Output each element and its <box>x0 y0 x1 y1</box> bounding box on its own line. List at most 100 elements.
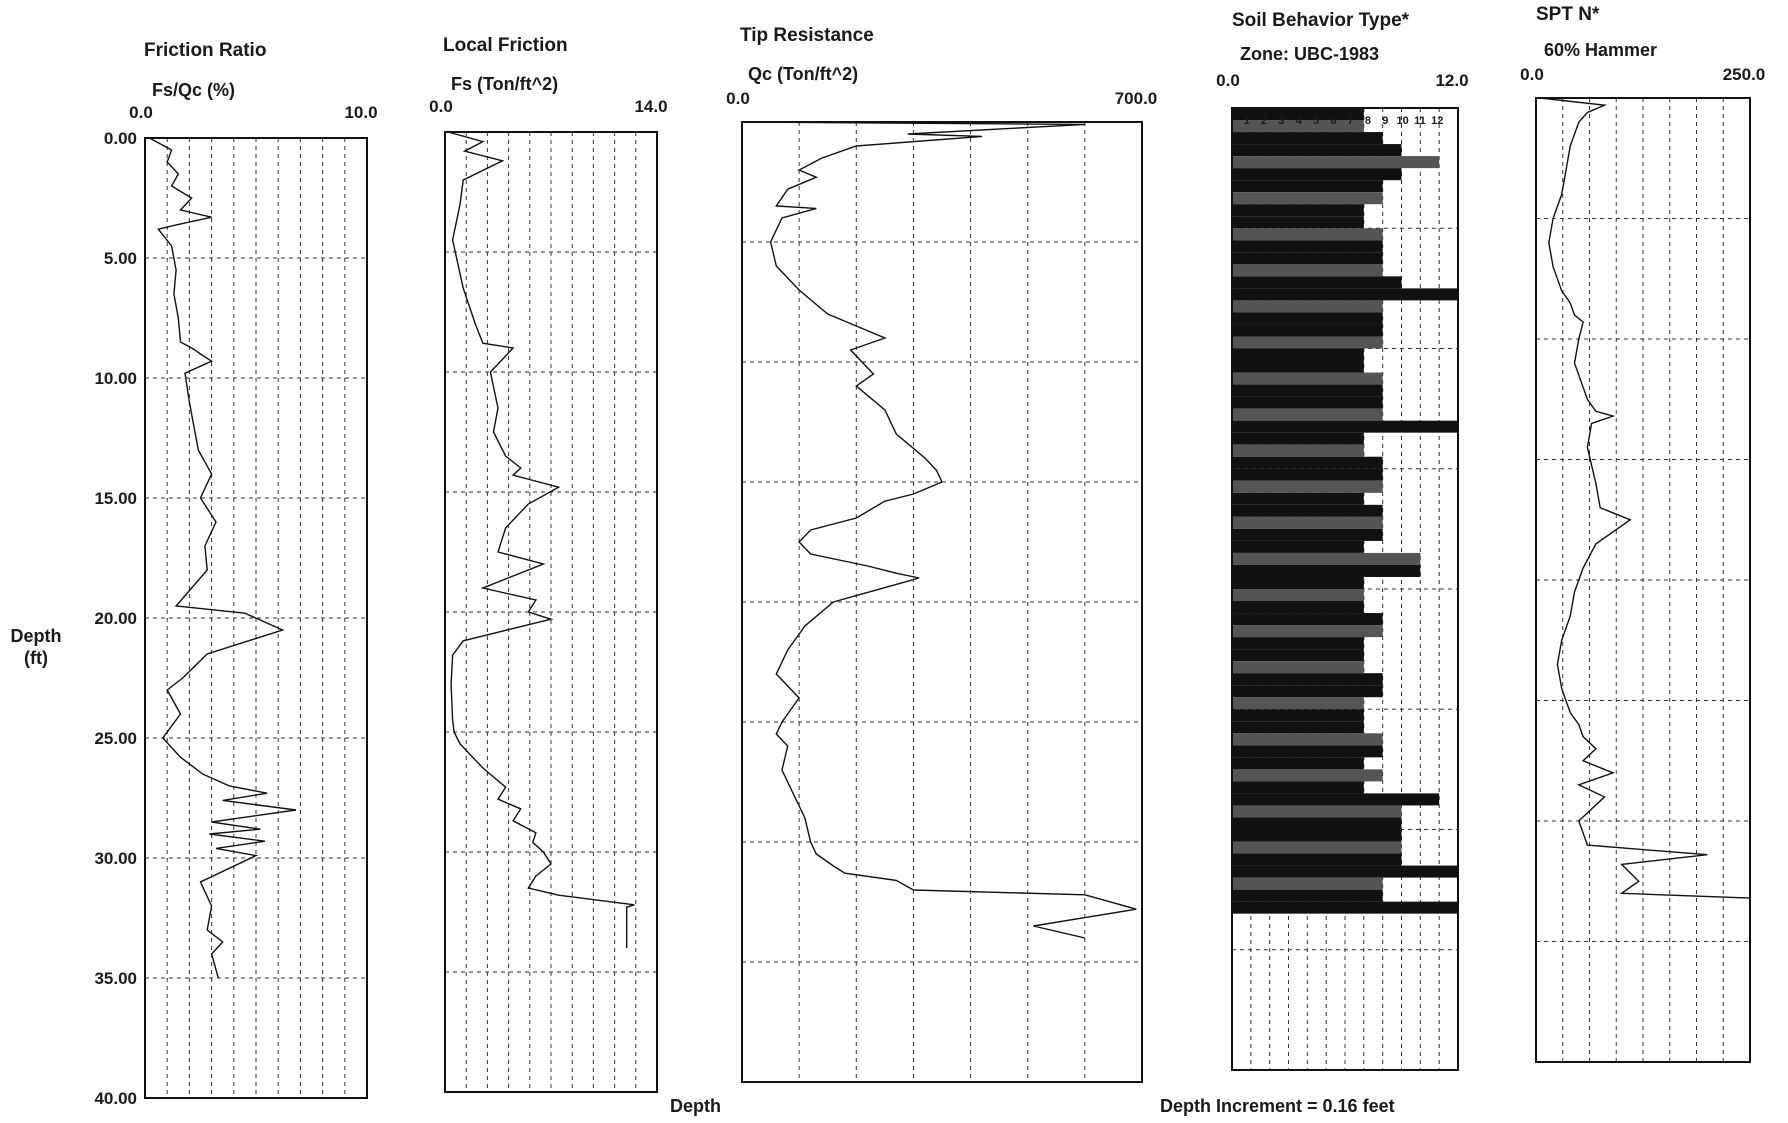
zone-header-label: 1 <box>1244 115 1250 127</box>
soil-zone-bar <box>1232 757 1364 770</box>
y-tick-label: 35.00 <box>94 969 137 988</box>
soil-zone-bar <box>1232 649 1364 662</box>
soil-zone-bar <box>1232 384 1383 397</box>
soil-zone-bar <box>1232 408 1383 421</box>
y-tick-label: 10.00 <box>94 369 137 388</box>
soil-zone-bar <box>1232 540 1364 553</box>
soil-zone-bar <box>1232 576 1364 589</box>
panel-subtitle: 60% Hammer <box>1544 40 1657 60</box>
soil-zone-bar <box>1232 372 1383 385</box>
soil-zone-bar <box>1232 613 1383 626</box>
soil-zone-bar <box>1232 144 1402 157</box>
y-tick-label: 25.00 <box>94 729 137 748</box>
soil-zone-bar <box>1232 817 1402 830</box>
soil-zone-bar <box>1232 661 1364 674</box>
soil-zone-bar <box>1232 120 1364 133</box>
soil-zone-bar <box>1232 444 1364 457</box>
x-tick-label-min: 0.0 <box>1216 71 1240 90</box>
panel-frame <box>741 121 1143 1083</box>
soil-zone-bar <box>1232 300 1383 313</box>
x-tick-label-min: 0.0 <box>726 89 750 108</box>
panel-title: Local Friction <box>443 35 568 56</box>
soil-zone-bar <box>1232 336 1383 349</box>
y-tick-label: 40.00 <box>94 1089 137 1108</box>
soil-zone-bar <box>1232 132 1383 145</box>
panel-title: SPT N* <box>1536 4 1600 25</box>
soil-zone-bar <box>1232 192 1383 205</box>
soil-zone-bar <box>1232 216 1364 229</box>
x-tick-label-min: 0.0 <box>1520 65 1544 84</box>
zone-header-label: 5 <box>1313 115 1319 127</box>
soil-zone-bar <box>1232 504 1383 517</box>
soil-zone-bar <box>1232 420 1458 433</box>
soil-zone-bar <box>1232 564 1421 577</box>
x-tick-label-max: 12.0 <box>1435 71 1468 90</box>
soil-zone-bar <box>1232 276 1402 289</box>
panel-title: Tip Resistance <box>740 25 874 46</box>
soil-zone-bar <box>1232 228 1383 241</box>
panel-title: Friction Ratio <box>144 40 266 61</box>
x-tick-label-max: 14.0 <box>634 97 667 116</box>
soil-zone-bar <box>1232 625 1383 638</box>
chart-panel-2: Local Friction Fs (Ton/ft^2) 0.0 14.0 <box>429 35 668 1093</box>
soil-zone-bar <box>1232 324 1383 337</box>
panel-subtitle: Qc (Ton/ft^2) <box>748 64 858 84</box>
soil-zone-bar <box>1232 360 1364 373</box>
soil-zone-bar <box>1232 204 1364 217</box>
soil-zone-bar <box>1232 589 1364 602</box>
zone-header-label: 4 <box>1296 115 1303 127</box>
y-tick-label: 5.00 <box>104 249 137 268</box>
soil-zone-bar <box>1232 528 1383 541</box>
x-tick-label-min: 0.0 <box>129 103 153 122</box>
y-tick-label: 20.00 <box>94 609 137 628</box>
soil-zone-bar <box>1232 697 1364 710</box>
soil-zone-bar <box>1232 516 1383 529</box>
zone-header-label: 8 <box>1365 115 1371 127</box>
zone-header-label: 6 <box>1330 115 1336 127</box>
soil-zone-bar <box>1232 348 1364 361</box>
panel-frame <box>144 137 368 1099</box>
soil-zone-bar <box>1232 721 1364 734</box>
soil-zone-bar <box>1232 601 1364 614</box>
soil-zone-bar <box>1232 709 1364 722</box>
soil-zone-bar <box>1232 240 1383 253</box>
soil-zone-bar <box>1232 180 1383 193</box>
chart-panel-1: Friction Ratio Fs/Qc (%) 0.0 10.0 0.00 5.00 10… <box>94 40 377 1108</box>
soil-zone-bar <box>1232 492 1364 505</box>
x-tick-label-min: 0.0 <box>429 97 453 116</box>
soil-zone-bar <box>1232 468 1383 481</box>
soil-zone-bar <box>1232 853 1402 866</box>
zone-header-label: 7 <box>1348 115 1354 127</box>
zone-header-label: 12 <box>1431 115 1443 127</box>
soil-zone-bar <box>1232 829 1402 842</box>
soil-zone-bar <box>1232 108 1364 121</box>
panel-frame <box>1231 107 1459 1071</box>
zone-header-label: 10 <box>1396 115 1408 127</box>
zone-header-label: 11 <box>1414 115 1426 127</box>
soil-zone-bar <box>1232 156 1440 169</box>
panel-subtitle: Fs/Qc (%) <box>152 80 235 100</box>
soil-zone-bar <box>1232 733 1383 746</box>
soil-zone-bar <box>1232 168 1402 181</box>
soil-zone-bar <box>1232 456 1383 469</box>
y-tick-label: 30.00 <box>94 849 137 868</box>
soil-zone-bar <box>1232 396 1383 409</box>
depth-axis-label: Depth <box>11 626 62 646</box>
panel-title: Soil Behavior Type* <box>1232 10 1410 31</box>
soil-zone-bar <box>1232 781 1364 794</box>
soil-zone-bar <box>1232 745 1383 758</box>
soil-zone-bar <box>1232 769 1383 782</box>
y-tick-label: 15.00 <box>94 489 137 508</box>
series-line-1 <box>1540 97 1751 903</box>
soil-zone-bar <box>1232 264 1383 277</box>
soil-zone-bar <box>1232 480 1383 493</box>
soil-zone-bar <box>1232 877 1383 890</box>
panel-subtitle: Fs (Ton/ft^2) <box>451 74 558 94</box>
soil-zone-bar <box>1232 252 1383 265</box>
panel-frame <box>444 131 658 1093</box>
y-tick-label: 0.00 <box>104 129 137 148</box>
